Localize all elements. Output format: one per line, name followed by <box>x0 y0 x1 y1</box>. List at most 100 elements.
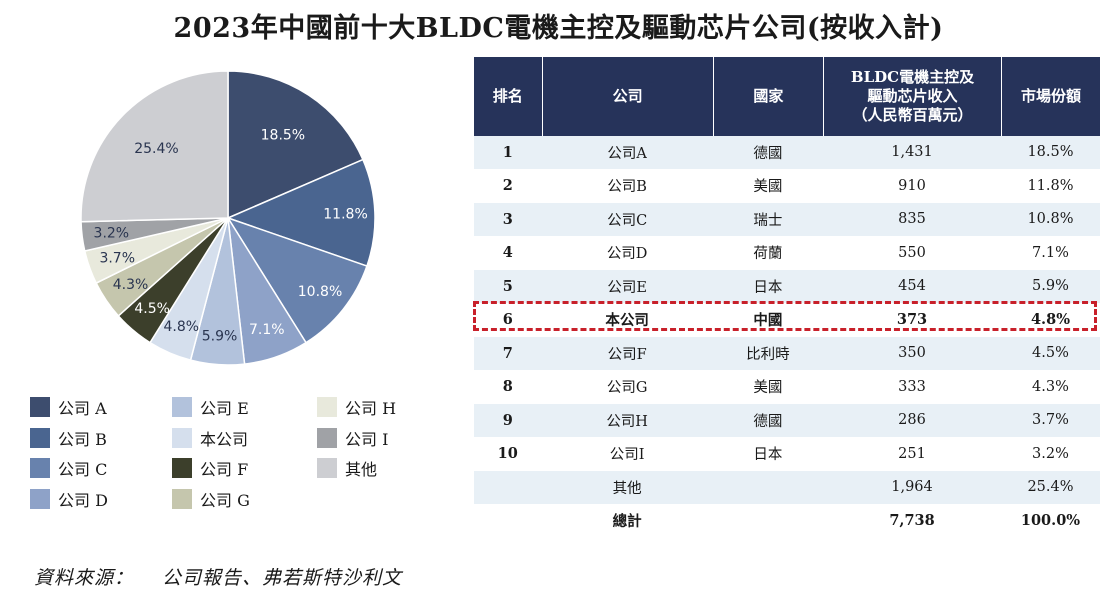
cell-share: 4.8% <box>1000 303 1100 337</box>
cell-share: 3.7% <box>1000 404 1100 438</box>
legend-item: 公司 F <box>172 453 317 484</box>
page-title: 2023年中國前十大BLDC電機主控及驅動芯片公司(按收入計) <box>173 13 944 44</box>
header-revenue: BLDC電機主控及 驅動芯片收入 （人民幣百萬元） <box>823 57 1001 136</box>
legend-item: 公司 A <box>30 392 172 423</box>
cell-company: 公司D <box>541 236 713 270</box>
legend-swatch <box>30 488 50 509</box>
table-row: 2 公司B 美國 910 11.8% <box>474 169 1100 203</box>
pie-slice-label: 4.8% <box>164 319 200 335</box>
cell-country: 比利時 <box>712 337 824 371</box>
legend-swatch <box>30 458 50 479</box>
legend-swatch <box>30 427 50 448</box>
cell-company: 公司C <box>541 203 713 237</box>
cell-company: 公司G <box>541 370 713 404</box>
cell-share: 4.5% <box>1000 337 1100 371</box>
cell-share: 11.8% <box>1000 169 1100 203</box>
cell-rank: 6 <box>474 303 542 337</box>
cell-share: 10.8% <box>1000 203 1100 237</box>
legend-item: 其他 <box>317 453 447 484</box>
table-row: 10 公司I 日本 251 3.2% <box>474 437 1100 471</box>
header-revenue-line-3: （人民幣百萬元） <box>852 106 973 124</box>
pie-slice <box>226 216 368 344</box>
cell-revenue: 7,738 <box>823 504 1001 538</box>
cell-rank: 4 <box>474 236 542 270</box>
table-row: 1 公司A 德國 1,431 18.5% <box>474 136 1100 170</box>
cell-company: 公司I <box>541 437 713 471</box>
pie-slice-label: 4.5% <box>134 301 170 317</box>
cell-share: 100.0% <box>1000 504 1100 538</box>
table-row: 3 公司C 瑞士 835 10.8% <box>474 203 1100 237</box>
source-label: 資料來源： <box>34 567 135 589</box>
legend-item: 公司 H <box>317 392 447 423</box>
cell-rank: 7 <box>474 337 542 371</box>
highlight-dashed-box <box>473 301 1097 331</box>
pie-slice-label: 4.3% <box>113 277 149 293</box>
legend-item: 公司 I <box>317 423 447 454</box>
legend-label: 公司 A <box>58 399 107 419</box>
legend-item: 公司 E <box>172 392 317 423</box>
pie-slice-label: 7.1% <box>249 322 285 338</box>
legend-label: 公司 F <box>200 460 249 480</box>
pie-slice <box>80 70 229 223</box>
header-company: 公司 <box>541 57 713 136</box>
legend-swatch <box>317 427 337 448</box>
cell-revenue: 1,964 <box>823 471 1001 505</box>
pie-slice-label: 11.8% <box>323 207 367 223</box>
cell-revenue: 373 <box>823 303 1001 337</box>
table-row: 5 公司E 日本 454 5.9% <box>474 270 1100 304</box>
cell-country <box>712 471 824 505</box>
cell-revenue: 286 <box>823 404 1001 438</box>
legend-label: 本公司 <box>200 429 249 449</box>
cell-share: 3.2% <box>1000 437 1100 471</box>
pie-slice-label: 10.8% <box>298 284 342 300</box>
cell-company: 公司H <box>541 404 713 438</box>
pie-slice <box>227 70 364 220</box>
table-header-row: 排名 公司 國家 BLDC電機主控及 驅動芯片收入 （人民幣百萬元） 市場份額 <box>474 57 1100 136</box>
cell-revenue: 550 <box>823 236 1001 270</box>
header-rank: 排名 <box>474 57 542 136</box>
table-row: 8 公司G 美國 333 4.3% <box>474 370 1100 404</box>
cell-rank: 3 <box>474 203 542 237</box>
table-row-highlight: 6 本公司 中國 373 4.8% <box>474 303 1100 337</box>
cell-revenue: 835 <box>823 203 1001 237</box>
cell-revenue: 251 <box>823 437 1001 471</box>
cell-country: 日本 <box>712 270 824 304</box>
legend-item: 公司 D <box>30 484 172 515</box>
cell-share: 25.4% <box>1000 471 1100 505</box>
cell-rank: 2 <box>474 169 542 203</box>
pie-slice-label: 25.4% <box>134 141 178 157</box>
cell-company: 總計 <box>541 504 713 538</box>
cell-revenue: 350 <box>823 337 1001 371</box>
header-country: 國家 <box>712 57 824 136</box>
cell-share: 7.1% <box>1000 236 1100 270</box>
pie-slice-label: 3.7% <box>99 250 135 266</box>
cell-revenue: 333 <box>823 370 1001 404</box>
cell-share: 4.3% <box>1000 370 1100 404</box>
legend-swatch <box>30 397 50 418</box>
cell-company: 公司B <box>541 169 713 203</box>
cell-country: 美國 <box>712 370 824 404</box>
cell-rank: 10 <box>474 437 542 471</box>
cell-rank <box>474 471 542 505</box>
legend-item: 本公司 <box>172 423 317 454</box>
legend-label: 其他 <box>345 460 378 480</box>
table-total-row: 總計 7,738 100.0% <box>474 504 1100 538</box>
cell-country: 德國 <box>712 404 824 438</box>
cell-country: 德國 <box>712 136 824 170</box>
table-row: 9 公司H 德國 286 3.7% <box>474 404 1100 438</box>
source-note: 資料來源： 公司報告、弗若斯特沙利文 <box>34 563 402 590</box>
cell-share: 18.5% <box>1000 136 1100 170</box>
cell-country: 美國 <box>712 169 824 203</box>
cell-rank <box>474 504 542 538</box>
cell-share: 5.9% <box>1000 270 1100 304</box>
pie-slice-label: 3.2% <box>94 226 130 242</box>
legend-label: 公司 I <box>345 429 389 449</box>
legend-item: 公司 C <box>30 453 172 484</box>
legend-label: 公司 B <box>58 429 107 449</box>
legend-label: 公司 E <box>200 399 249 419</box>
pie-slice-label: 18.5% <box>261 127 305 143</box>
ranking-table: 排名 公司 國家 BLDC電機主控及 驅動芯片收入 （人民幣百萬元） 市場份額 … <box>474 57 1100 538</box>
cell-company: 其他 <box>541 471 713 505</box>
legend-label: 公司 C <box>58 460 108 480</box>
header-revenue-line-2: 驅動芯片收入 <box>867 87 958 105</box>
